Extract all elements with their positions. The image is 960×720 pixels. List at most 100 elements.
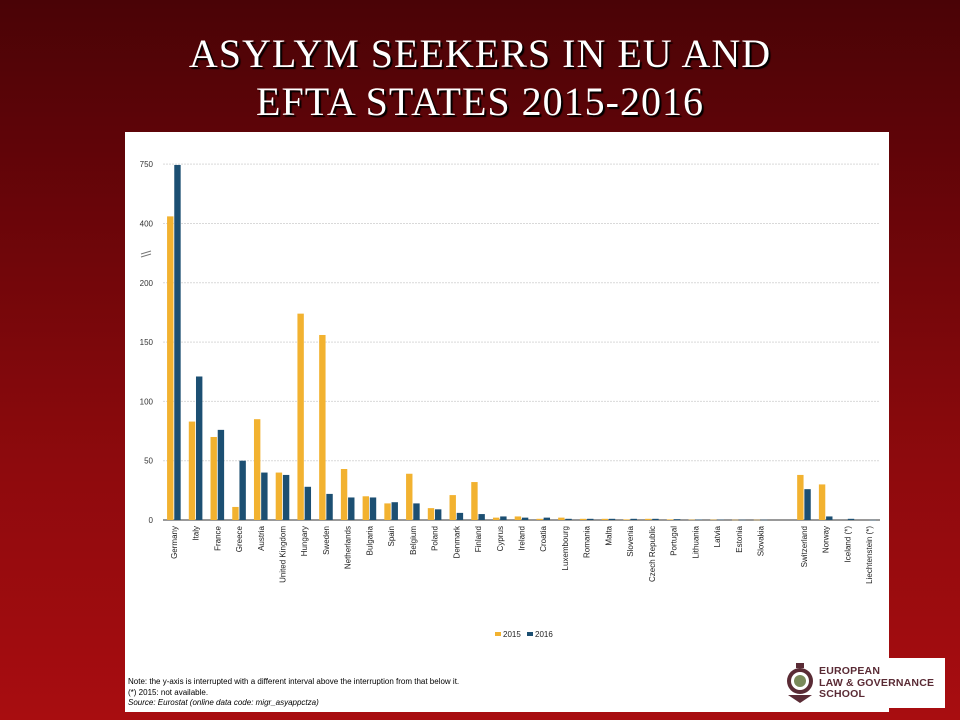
y-tick-label: 50 [144,457,153,466]
y-tick-label: 200 [140,279,154,288]
bar-2016 [174,164,181,520]
x-tick-label: Spain [387,526,396,546]
y-tick-label: 150 [140,338,154,347]
bar-2015 [188,421,196,520]
x-tick-label: Ireland [518,526,527,550]
x-tick-label: Poland [431,526,440,551]
slide-title: ASYLYM SEEKERS IN EU AND EFTA STATES 201… [0,30,960,126]
x-tick-label: Portugal [670,526,679,556]
bar-2015 [275,472,283,520]
bar-2015 [818,484,826,520]
x-tick-label: Malta [604,525,613,545]
bar-2015 [384,503,391,520]
bar-2016 [500,516,507,520]
crest-icon [787,663,813,703]
bar-2016 [565,518,572,520]
logo-line3: SCHOOL [819,688,866,700]
x-tick-label: Sweden [322,526,331,555]
x-tick-label: Hungary [300,526,309,556]
y-tick-label: 100 [140,397,154,406]
bar-2016 [608,518,616,520]
note-not-available: (*) 2015: not available. [128,687,209,697]
x-tick-label: Finland [474,526,483,552]
bar-2015 [167,216,174,520]
bar-2016 [456,512,464,520]
bar-2016 [195,376,203,520]
bar-2016 [521,517,529,520]
bar-2015 [210,436,217,520]
x-tick-label: France [213,525,222,550]
x-tick-label: Bulgaria [365,525,374,555]
x-tick-label: Austria [257,525,266,550]
bar-2016 [413,503,420,520]
x-tick-label: Greece [235,525,244,552]
bar-2015 [666,519,674,520]
bar-2016 [630,518,637,520]
legend-label-2016: 2016 [535,630,553,639]
x-tick-label: Denmark [452,525,461,558]
logo-text: EUROPEAN LAW & GOVERNANCE SCHOOL [819,665,934,701]
x-tick-label: Belgium [409,526,418,555]
x-tick-label: Estonia [735,525,744,552]
x-tick-label: Croatia [539,525,548,551]
x-tick-label: Latvia [713,525,722,547]
x-tick-label: Liechtenstein (*) [865,526,874,584]
y-tick-label: 0 [149,516,154,525]
x-tick-label: Lithuania [691,525,700,558]
x-tick-label: Cyprus [496,526,505,551]
x-tick-label: Italy [192,526,201,541]
bar-2016 [543,517,551,520]
bar-2015 [623,519,630,520]
legend-swatch-2016 [527,632,533,636]
bar-2016 [261,472,268,520]
bar-2016 [391,502,398,520]
x-tick-label: Romania [583,525,592,558]
axis-break-mark [140,250,152,255]
bar-2015 [601,518,609,520]
slide-title-line1: ASYLYM SEEKERS IN EU AND [188,31,772,76]
chart-notes: Note: the y-axis is interrupted with a d… [128,677,728,709]
logo-line1: EUROPEAN [819,665,881,677]
bar-2015 [232,506,239,520]
bar-2016 [348,497,355,520]
chart-panel: 0 50 100 150 200 400 750 Germany Italy France Gree… [125,132,889,712]
y-tick-label: 750 [140,160,154,169]
bar-2016 [826,516,833,520]
bar-2016 [478,514,485,520]
x-tick-label: Germany [170,526,179,559]
bar-2015 [797,474,804,520]
x-tick-label: Slovenia [626,525,635,556]
bar-2016 [804,489,811,520]
bar-2015 [406,473,413,520]
bar-2016 [587,518,594,520]
x-tick-label: Luxembourg [561,526,570,570]
x-tick-label: Iceland (*) [843,526,852,563]
x-tick-label: Switzerland [800,526,809,567]
bar-2015 [319,334,326,520]
x-tick-label: Slovakia [757,525,766,556]
bar-2015 [514,516,522,520]
bar-2015 [536,518,543,520]
x-tick-label: Norway [822,526,831,553]
bar-2015 [645,518,652,520]
bar-2015 [427,508,435,520]
bar-2015 [253,419,261,520]
legend-label-2015: 2015 [503,630,521,639]
school-logo: EUROPEAN LAW & GOVERNANCE SCHOOL [779,658,945,708]
bar-2016 [673,519,681,520]
bar-2015 [492,517,500,520]
bar-2015 [340,469,348,520]
y-tick-label: 400 [140,220,154,229]
bar-2016 [652,518,659,520]
bar-2016 [847,518,855,520]
bar-2016 [369,497,377,520]
bar-2016 [239,460,246,520]
bar-2015 [558,517,565,520]
slide-title-line2: EFTA STATES 2015-2016 [256,79,704,124]
bar-2015 [471,482,478,520]
bar-2015 [297,313,304,520]
bar-2016 [434,509,442,520]
bar-2015 [449,495,456,520]
legend-swatch-2015 [495,632,501,636]
bar-2016 [304,486,312,520]
